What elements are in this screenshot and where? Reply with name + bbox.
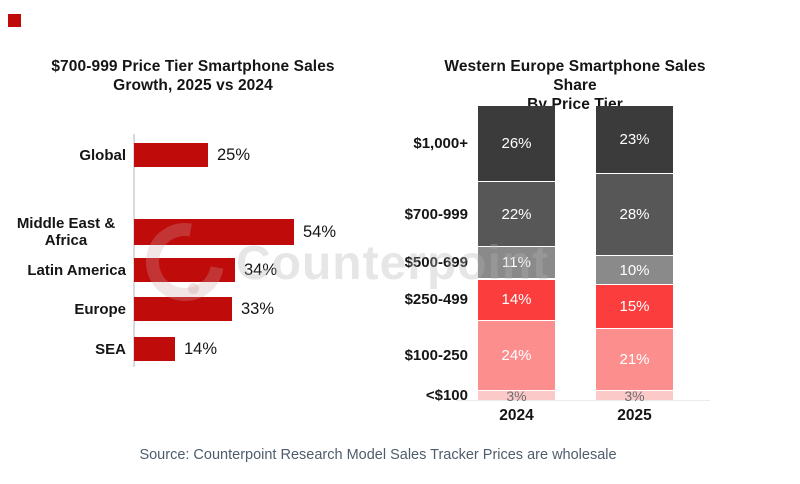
category-label: Latin America [27, 261, 126, 279]
x-axis-label: 2025 [617, 407, 652, 424]
growth-bar [134, 143, 208, 167]
price-tier-label: $1,000+ [413, 135, 468, 153]
segment-2025-5: 3% [596, 388, 673, 404]
segment-2024-0: 26% [478, 106, 555, 182]
category-label: Global [79, 146, 126, 164]
bar-value-label: 54% [303, 223, 337, 241]
bar-value-label: 33% [241, 300, 275, 318]
left-chart-title: $700-999 Price Tier Smartphone Sales Gro… [37, 57, 349, 95]
bar-value-label: 14% [184, 340, 218, 358]
price-tier-label: $250-499 [404, 291, 468, 309]
price-tier-label: $100-250 [404, 346, 468, 364]
left-chart-axis-line [133, 134, 135, 367]
segment-2024-4: 24% [478, 320, 555, 391]
segment-2024-5: 3% [478, 388, 555, 404]
segment-2025-0: 23% [596, 106, 673, 173]
left-chart-title-line1: $700-999 Price Tier Smartphone Sales [51, 58, 335, 75]
right-chart-baseline [456, 400, 710, 401]
category-label: Europe [74, 300, 126, 318]
growth-bar [134, 258, 235, 282]
price-tier-label: <$100 [425, 386, 468, 404]
segment-2025-2: 10% [596, 255, 673, 285]
growth-bar [134, 297, 232, 321]
source-attribution: Source: Counterpoint Research Model Sale… [139, 447, 617, 463]
category-label: SEA [95, 340, 126, 358]
segment-2024-1: 22% [478, 182, 555, 247]
growth-bar [134, 219, 294, 245]
segment-2024-3: 14% [478, 279, 555, 320]
growth-bar [134, 337, 175, 361]
category-label: Middle East & Africa [16, 215, 116, 249]
segment-2025-3: 15% [596, 285, 673, 329]
price-tier-label: $700-999 [404, 205, 468, 223]
x-axis-label: 2024 [499, 407, 534, 424]
bar-value-label: 34% [244, 261, 278, 279]
brand-square-mark [8, 14, 21, 27]
left-chart-title-line2: Growth, 2025 vs 2024 [113, 77, 273, 94]
price-tier-label: $500-699 [404, 254, 468, 272]
segment-2025-1: 28% [596, 173, 673, 255]
right-chart-title-line1: Western Europe Smartphone Sales Share [444, 58, 706, 94]
segment-2024-2: 11% [478, 247, 555, 279]
bar-value-label: 25% [217, 146, 251, 164]
segment-2025-4: 21% [596, 329, 673, 391]
